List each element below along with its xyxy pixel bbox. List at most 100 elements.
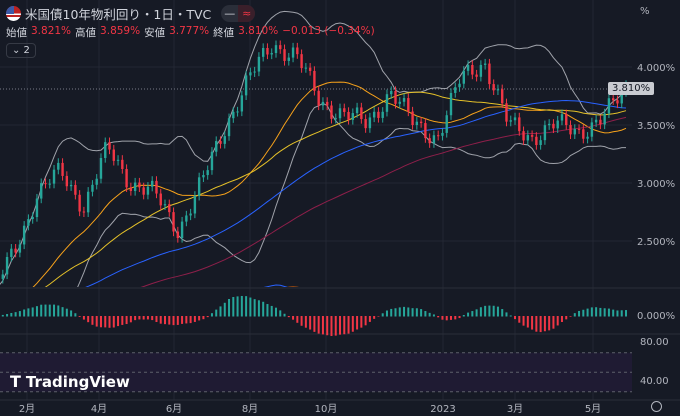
x-tick-label: 2023 xyxy=(430,404,455,415)
low-value: 3.777% xyxy=(169,25,210,37)
macd-histogram-bar xyxy=(1,314,4,317)
candle-body xyxy=(44,183,47,185)
candle-body xyxy=(372,111,376,118)
macd-histogram-bar xyxy=(185,316,188,324)
macd-histogram-bar xyxy=(249,297,252,317)
macd-histogram-bar xyxy=(616,310,619,317)
candle-body xyxy=(202,175,205,178)
macd-histogram-bar xyxy=(78,316,81,317)
candle-body xyxy=(526,135,530,141)
x-tick-label: 5月 xyxy=(585,403,601,415)
macd-histogram-bar xyxy=(279,310,282,317)
macd-histogram-bar xyxy=(48,304,51,317)
candle-body xyxy=(176,231,180,239)
macd-histogram-bar xyxy=(125,316,128,325)
candle-body xyxy=(326,101,329,106)
macd-histogram-bar xyxy=(603,308,606,317)
macd-histogram-bar xyxy=(535,316,538,332)
macd-histogram-bar xyxy=(146,316,149,320)
macd-histogram-bar xyxy=(531,316,534,330)
macd-histogram-bar xyxy=(151,316,154,321)
macd-histogram-bar xyxy=(625,310,627,317)
macd-histogram-bar xyxy=(176,316,179,325)
candle-body xyxy=(151,180,154,187)
candle-body xyxy=(607,98,611,114)
unit-label: % xyxy=(640,6,650,17)
macd-histogram-bar xyxy=(223,302,226,317)
macd-histogram-bar xyxy=(347,316,350,334)
candle-body xyxy=(65,175,69,187)
candle-body xyxy=(394,91,397,104)
candle-body xyxy=(86,191,90,213)
bollinger-lower xyxy=(77,102,626,287)
minus-icon[interactable]: — xyxy=(224,7,236,20)
candle-body xyxy=(82,211,86,213)
candle-body xyxy=(185,215,188,222)
candle-body xyxy=(582,129,585,139)
candle-body xyxy=(283,49,286,61)
candle-body xyxy=(219,141,222,144)
candle-body xyxy=(227,118,231,137)
candle-body xyxy=(125,168,128,188)
macd-histogram-bar xyxy=(168,316,171,325)
macd-histogram-bar xyxy=(420,309,423,317)
candle-body xyxy=(560,114,564,121)
candle-body xyxy=(116,159,120,161)
candle-body xyxy=(138,182,141,188)
macd-histogram-bar xyxy=(368,316,371,322)
symbol-title: 米国債10年物利回り・1日・TVC xyxy=(25,7,212,22)
candle-body xyxy=(159,193,162,206)
macd-histogram-bar xyxy=(313,316,316,332)
macd-histogram-bar xyxy=(309,316,312,330)
macd-histogram-bar xyxy=(91,316,94,325)
rsi-tick-80: 80.00 xyxy=(640,337,669,348)
candle-body xyxy=(407,98,410,112)
candle-body xyxy=(146,186,150,195)
x-tick-label: 8月 xyxy=(242,403,258,415)
macd-histogram-bar xyxy=(121,316,124,325)
candle-body xyxy=(569,125,572,135)
macd-histogram-bar xyxy=(219,306,222,317)
candle-body xyxy=(458,83,461,88)
macd-histogram-bar xyxy=(253,299,256,317)
candle-body xyxy=(1,274,5,279)
macd-histogram-bar xyxy=(53,304,56,317)
settings-icon[interactable] xyxy=(651,401,662,412)
macd-histogram-bar xyxy=(99,316,102,328)
macd-histogram-bar xyxy=(142,316,145,320)
macd-histogram-bar xyxy=(492,305,495,317)
macd-histogram-bar xyxy=(334,316,337,336)
macd-histogram-bar xyxy=(569,316,572,317)
macd-histogram-bar xyxy=(266,304,269,317)
macd-histogram-bar xyxy=(471,311,474,317)
macd-histogram-bar xyxy=(360,316,363,328)
candle-body xyxy=(496,89,500,91)
candle-body xyxy=(121,159,124,169)
candle-body xyxy=(462,70,465,84)
candle-body xyxy=(483,63,487,65)
macd-histogram-bar xyxy=(95,316,98,327)
candle-body xyxy=(52,169,56,184)
macd-histogram-bar xyxy=(172,316,175,326)
collapse-indicators-button[interactable]: ⌄ 2 xyxy=(6,43,36,58)
macd-histogram-bar xyxy=(501,309,504,317)
candle-body xyxy=(385,94,389,112)
candle-body xyxy=(321,101,325,106)
macd-histogram-bar xyxy=(317,316,320,334)
macd-histogram-bar xyxy=(104,316,107,328)
macd-histogram-bar xyxy=(40,304,43,317)
y-tick-label: 4.000% xyxy=(637,63,675,74)
candle-body xyxy=(402,98,406,102)
macd-histogram-bar xyxy=(607,308,610,317)
candle-body xyxy=(253,71,256,73)
change-value: −0.013 (−0.34%) xyxy=(282,25,375,37)
candle-body xyxy=(368,117,372,129)
macd-histogram-bar xyxy=(134,316,137,321)
indicator-toggle[interactable]: — ≈ xyxy=(221,5,256,22)
macd-histogram-bar xyxy=(373,316,376,319)
candle-body xyxy=(419,121,423,124)
bollinger-upper xyxy=(0,10,627,285)
wave-icon[interactable]: ≈ xyxy=(238,5,256,22)
macd-histogram-bar xyxy=(232,296,235,317)
